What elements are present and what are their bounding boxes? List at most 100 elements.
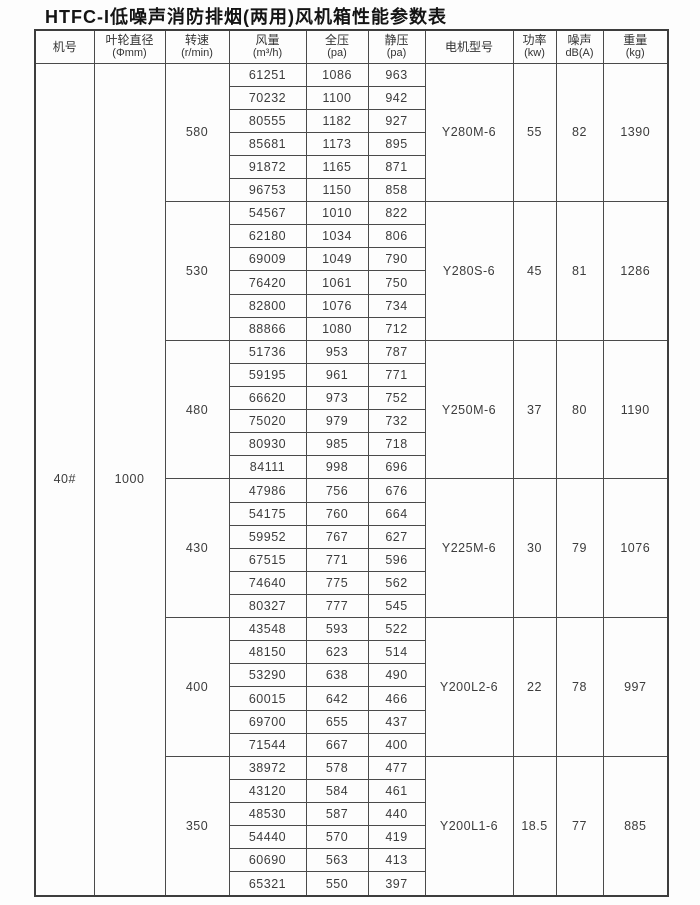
air-volume-cell: 48150 [228, 640, 307, 665]
speed-cell: 430 [164, 478, 230, 619]
table-row: 74640 775 562 [35, 570, 668, 596]
air-volume-cell: 80930 [228, 432, 307, 457]
static-pressure-cell: 806 [367, 224, 426, 249]
impeller-diameter-cell: 1000 [93, 62, 166, 897]
header-air-volume-unit: (m³/h) [252, 47, 283, 60]
air-volume-cell: 61251 [228, 62, 307, 87]
static-pressure-cell: 771 [367, 362, 426, 388]
weight-cell: 1390 [602, 62, 669, 203]
air-volume-cell: 84111 [228, 455, 307, 480]
static-pressure-cell: 696 [367, 455, 426, 480]
total-pressure-cell: 979 [305, 409, 369, 434]
table-row: 71544 667 400 [35, 732, 668, 757]
total-pressure-cell: 1100 [305, 85, 369, 110]
air-volume-cell: 38972 [228, 755, 307, 780]
speed-cell: 580 [164, 62, 230, 203]
air-volume-cell: 74640 [228, 570, 307, 596]
motor-model-cell: Y200L2-6 [424, 617, 514, 757]
table-row: 400 43548 593 522 Y200L2-6 22 78 997 [35, 617, 669, 757]
motor-model-cell: Y225M-6 [424, 478, 514, 619]
table-row: 91872 1165 871 [35, 154, 668, 180]
static-pressure-cell: 419 [367, 825, 426, 850]
power-cell: 55 [512, 62, 557, 203]
air-volume-cell: 82800 [228, 293, 307, 318]
total-pressure-cell: 587 [305, 801, 369, 827]
table-row: 76420 1061 750 [35, 270, 668, 295]
motor-model-cell: Y280S-6 [424, 201, 514, 341]
static-pressure-cell: 477 [367, 755, 426, 780]
total-pressure-cell: 1034 [305, 224, 369, 249]
static-pressure-cell: 752 [367, 386, 426, 411]
power-cell: 45 [512, 201, 557, 341]
header-static-pressure: 静压 (pa) [367, 29, 426, 64]
total-pressure-cell: 1076 [305, 293, 369, 318]
table-row: 43120 584 461 [35, 778, 668, 804]
header-weight-unit: (kg) [625, 47, 645, 60]
air-volume-cell: 80327 [228, 594, 307, 619]
total-pressure-cell: 550 [305, 871, 369, 897]
air-volume-cell: 43120 [228, 778, 307, 804]
static-pressure-cell: 664 [367, 501, 426, 526]
air-volume-cell: 54440 [228, 825, 307, 850]
static-pressure-cell: 712 [367, 316, 426, 341]
motor-model-cell: Y250M-6 [424, 339, 514, 480]
total-pressure-cell: 771 [305, 547, 369, 572]
page-title: HTFC-I低噪声消防排烟(两用)风机箱性能参数表 [45, 7, 447, 27]
header-total-pressure-label: 全压 [324, 32, 349, 47]
static-pressure-cell: 596 [367, 547, 426, 572]
header-speed-label: 转速 [184, 32, 209, 47]
table-row: 54175 760 664 [35, 501, 668, 526]
header-motor-model: 电机型号 [424, 29, 514, 64]
air-volume-cell: 51736 [228, 339, 307, 364]
header-noise-label: 噪声 [567, 32, 592, 47]
total-pressure-cell: 667 [305, 732, 369, 757]
header-impeller-diameter: 叶轮直径 (Φmm) [93, 29, 166, 64]
header-noise: 噪声 dB(A) [555, 29, 604, 64]
air-volume-cell: 80555 [228, 108, 307, 133]
motor-model-cell: Y200L1-6 [424, 755, 514, 897]
table-row: 430 47986 756 676 Y225M-6 30 79 1076 [35, 478, 669, 619]
air-volume-cell: 43548 [228, 617, 307, 642]
static-pressure-cell: 437 [367, 709, 426, 734]
air-volume-cell: 91872 [228, 154, 307, 180]
air-volume-cell: 69700 [228, 709, 307, 734]
air-volume-cell: 71544 [228, 732, 307, 757]
static-pressure-cell: 466 [367, 686, 426, 711]
header-weight: 重量 (kg) [602, 29, 669, 64]
table-row: 62180 1034 806 [35, 224, 668, 249]
table-row: 40# 1000 580 61251 1086 963 Y280M-6 55 82 1390 [34, 62, 669, 897]
table-row: 530 54567 1010 822 Y280S-6 45 81 1286 [35, 201, 669, 341]
noise-cell: 77 [555, 755, 604, 897]
header-motor-model-label: 电机型号 [444, 39, 493, 54]
header-static-pressure-label: 静压 [384, 32, 409, 47]
static-pressure-cell: 787 [367, 339, 426, 364]
static-pressure-cell: 545 [367, 594, 426, 619]
static-pressure-cell: 440 [367, 801, 426, 827]
header-impeller-diameter-unit: (Φmm) [112, 47, 147, 60]
air-volume-cell: 66620 [228, 386, 307, 411]
total-pressure-cell: 973 [305, 386, 369, 411]
static-pressure-cell: 627 [367, 524, 426, 549]
air-volume-cell: 62180 [228, 224, 307, 249]
header-power-label: 功率 [522, 32, 547, 47]
air-volume-cell: 67515 [228, 547, 307, 572]
speed-cell: 350 [164, 755, 230, 897]
total-pressure-cell: 756 [305, 478, 369, 503]
air-volume-cell: 70232 [228, 85, 307, 110]
table-row: 69700 655 437 [35, 709, 668, 734]
air-volume-cell: 96753 [228, 178, 307, 203]
static-pressure-cell: 732 [367, 409, 426, 434]
weight-cell: 1076 [602, 478, 669, 619]
weight-cell: 1190 [602, 339, 669, 480]
speed-cell: 480 [164, 339, 230, 480]
header-power: 功率 (kw) [512, 29, 557, 64]
table-row: 60690 563 413 [35, 848, 668, 873]
total-pressure-cell: 642 [305, 686, 369, 711]
static-pressure-cell: 461 [367, 778, 426, 804]
table-row: 66620 973 752 [35, 386, 668, 411]
header-speed-unit: (r/min) [181, 47, 213, 60]
static-pressure-cell: 400 [367, 732, 426, 757]
static-pressure-cell: 397 [367, 871, 426, 897]
air-volume-cell: 59195 [228, 362, 307, 388]
